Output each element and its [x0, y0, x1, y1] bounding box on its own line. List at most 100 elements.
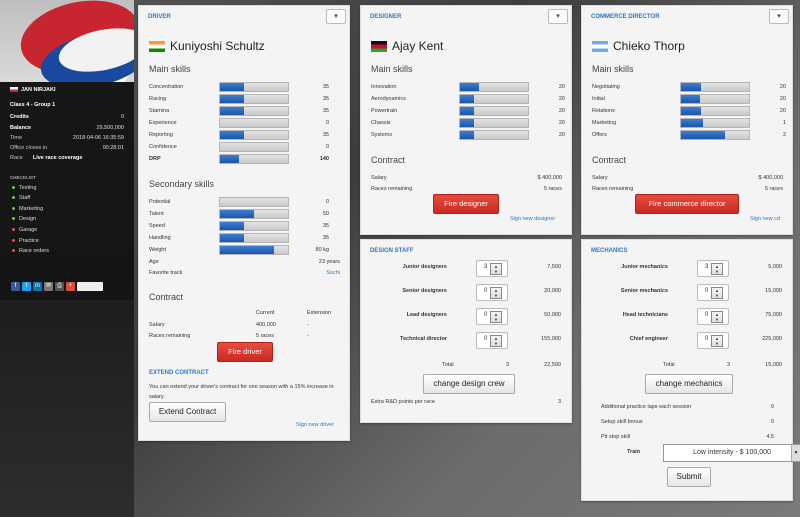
- skill-bar: [219, 82, 289, 92]
- salary-row: Salary $ 400,000: [592, 175, 783, 181]
- total-label: Total: [442, 362, 454, 368]
- design-staff-panel: DESIGN STAFF Junior designers 3 ▲ ▼ 7,500 Se…: [360, 239, 572, 423]
- skill-bar: [219, 118, 289, 128]
- setup-bonus-value: 0: [770, 419, 774, 425]
- total-cost: 22,500: [544, 362, 561, 368]
- checklist-item-testing[interactable]: Testing: [12, 185, 36, 191]
- commerce-name: Chieko Thorp: [613, 39, 685, 53]
- designer-name: Ajay Kent: [392, 39, 444, 53]
- fire-driver-button[interactable]: Fire driver: [217, 342, 273, 362]
- design-staff-title: DESIGN STAFF: [370, 248, 414, 254]
- change-mechanics-button[interactable]: change mechanics: [645, 374, 733, 394]
- skill-row: Potential 0: [149, 197, 329, 207]
- setup-bonus-label: Setup skill bonus: [601, 419, 643, 425]
- skill-bar: [680, 106, 750, 116]
- fire-designer-button[interactable]: Fire designer: [433, 194, 499, 214]
- chevron-down-icon: ▾: [334, 13, 338, 20]
- skill-bar: [680, 94, 750, 104]
- skill-row: Chassis 20: [371, 118, 565, 128]
- staff-count-spinner[interactable]: 3 ▲ ▼: [476, 260, 508, 277]
- staff-count-spinner[interactable]: 0 ▲ ▼: [476, 308, 508, 325]
- skill-row: Confidence 0: [149, 142, 329, 152]
- extra-rd-value: 3: [557, 399, 561, 405]
- live-race-link[interactable]: Live race coverage: [32, 155, 83, 161]
- races-current: 5 races: [256, 333, 275, 339]
- salary-current: 400,000: [256, 322, 276, 328]
- linkedin-icon[interactable]: in: [33, 282, 42, 291]
- sign-new-designer-link[interactable]: Sign new designer: [510, 216, 556, 222]
- sidebar-row: Time 2018-04-06 16:35:59: [10, 135, 124, 141]
- skill-row: Speed 35: [149, 221, 329, 231]
- skill-row: Aerodynamics 20: [371, 94, 565, 104]
- skill-row: Marketing 1: [592, 118, 786, 128]
- facebook-icon[interactable]: f: [11, 282, 20, 291]
- staff-count-spinner[interactable]: 0 ▲ ▼: [697, 332, 729, 349]
- extend-contract-text: You can extend your driver's contract fo…: [149, 384, 334, 400]
- staff-count-spinner[interactable]: 0 ▲ ▼: [476, 284, 508, 301]
- flag-icon: [149, 40, 165, 52]
- age-row: Age 23 years: [149, 259, 340, 265]
- total-cost: 15,000: [765, 362, 782, 368]
- staff-count-spinner[interactable]: 0 ▲ ▼: [476, 332, 508, 349]
- flag-icon: [371, 40, 387, 52]
- fire-commerce-director-button[interactable]: Fire commerce director: [635, 194, 739, 214]
- skill-bar: [459, 82, 529, 92]
- checklist-item-design[interactable]: Design: [12, 216, 36, 222]
- sign-new-driver-link[interactable]: Sign new driver: [296, 422, 334, 428]
- skill-row: Handling 35: [149, 233, 329, 243]
- skill-row: Relations 20: [592, 106, 786, 116]
- skill-bar: [219, 130, 289, 140]
- email-icon[interactable]: ✉: [44, 282, 53, 291]
- checklist-item-practice[interactable]: Practice: [12, 238, 39, 244]
- extend-contract-button[interactable]: Extend Contract: [149, 402, 226, 422]
- driver-panel: DRIVER ▾ Kuniyoshi Schultz Main skills C…: [138, 5, 350, 441]
- contract-col-extension: Extension: [307, 310, 332, 316]
- change-design-crew-button[interactable]: change design crew: [423, 374, 515, 394]
- skill-bar: [219, 233, 289, 243]
- train-intensity-select[interactable]: Low intensity - $ 100,000 ▼: [663, 444, 800, 462]
- print-icon[interactable]: ⎙: [55, 282, 64, 291]
- skill-row-drp: DRP 140: [149, 154, 329, 164]
- contract-heading: Contract: [371, 155, 406, 165]
- commerce-title: COMMERCE DIRECTOR: [591, 14, 660, 20]
- chevron-down-icon: ▾: [777, 13, 781, 20]
- twitter-icon[interactable]: t: [22, 282, 31, 291]
- races-label: Races remaining: [149, 333, 191, 339]
- skill-row: Weight 80 kg: [149, 245, 329, 255]
- skill-bar: [219, 245, 289, 255]
- mechanics-title: MECHANICS: [591, 248, 628, 254]
- skill-row: Negotiating 20: [592, 82, 786, 92]
- sign-new-cd-link[interactable]: Sign new cd: [750, 216, 780, 222]
- main-skills-heading: Main skills: [149, 64, 191, 74]
- driver-menu-button[interactable]: ▾: [326, 9, 346, 24]
- extra-rd-label: Extra R&D points per race: [371, 399, 435, 405]
- secondary-skills-heading: Secondary skills: [149, 179, 215, 189]
- skill-row: Reporting 35: [149, 130, 329, 140]
- submit-button[interactable]: Submit: [667, 467, 711, 487]
- checklist-item-garage[interactable]: Garage: [12, 227, 37, 233]
- skill-row: Innovation 20: [371, 82, 565, 92]
- share-icon[interactable]: +: [66, 282, 75, 291]
- skill-bar: [459, 118, 529, 128]
- skill-row: Powertrain 20: [371, 106, 565, 116]
- manager-name[interactable]: JAN NIRJAKI: [21, 87, 56, 93]
- commerce-director-panel: COMMERCE DIRECTOR ▾ Chieko Thorp Main sk…: [581, 5, 793, 235]
- favorite-track-link[interactable]: Sochi: [326, 270, 340, 276]
- social-links: f t in ✉ ⎙ +: [11, 282, 103, 291]
- commerce-menu-button[interactable]: ▾: [769, 9, 789, 24]
- mechanics-panel: MECHANICS Junior mechanics 3 ▲ ▼ 5,000 Senio…: [581, 239, 800, 501]
- checklist-item-marketing[interactable]: Marketing: [12, 206, 43, 212]
- checklist-item-race-orders[interactable]: Race orders: [12, 248, 49, 254]
- salary-label: Salary: [149, 322, 165, 328]
- checklist-item-staff[interactable]: Staff: [12, 195, 30, 201]
- contract-col-current: Current: [256, 310, 275, 316]
- skill-bar: [680, 118, 750, 128]
- skill-bar: [680, 130, 750, 140]
- share-count[interactable]: [77, 282, 103, 291]
- salary-row: Salary $ 400,000: [371, 175, 562, 181]
- designer-menu-button[interactable]: ▾: [548, 9, 568, 24]
- staff-count-spinner[interactable]: 3 ▲ ▼: [697, 260, 729, 277]
- skill-row: Initial 20: [592, 94, 786, 104]
- staff-count-spinner[interactable]: 0 ▲ ▼: [697, 308, 729, 325]
- staff-count-spinner[interactable]: 0 ▲ ▼: [697, 284, 729, 301]
